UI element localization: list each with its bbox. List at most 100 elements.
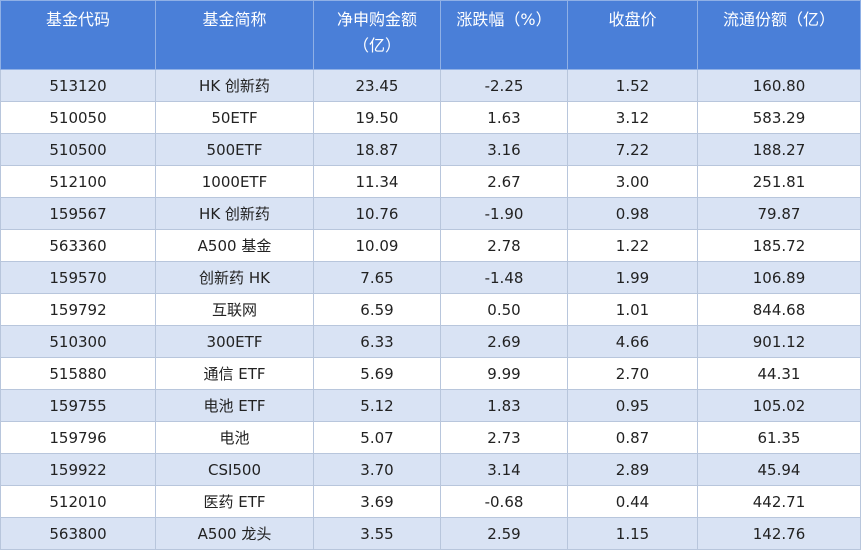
- table-cell: 188.27: [697, 133, 861, 166]
- table-row: 563360 A500 基金 10.09 2.78 1.22 185.72: [0, 229, 861, 262]
- table-cell: A500 龙头: [155, 517, 314, 550]
- table-cell: 4.66: [567, 325, 698, 358]
- table-cell: 2.70: [567, 357, 698, 390]
- table-cell: 2.69: [440, 325, 568, 358]
- table-cell: 159922: [0, 453, 156, 486]
- table-row: 513120 HK 创新药 23.45 -2.25 1.52 160.80: [0, 69, 861, 102]
- table-cell: 2.73: [440, 421, 568, 454]
- table-cell: 6.33: [313, 325, 441, 358]
- table-cell: 510050: [0, 101, 156, 134]
- table-cell: 医药 ETF: [155, 485, 314, 518]
- table-cell: 0.98: [567, 197, 698, 230]
- table-cell: 160.80: [697, 69, 861, 102]
- table-cell: 44.31: [697, 357, 861, 390]
- table-cell: 0.44: [567, 485, 698, 518]
- table-cell: 442.71: [697, 485, 861, 518]
- table-row: 159922 CSI500 3.70 3.14 2.89 45.94: [0, 453, 861, 486]
- table-cell: 11.34: [313, 165, 441, 198]
- table-cell: 创新药 HK: [155, 261, 314, 294]
- table-cell: 513120: [0, 69, 156, 102]
- table-cell: 50ETF: [155, 101, 314, 134]
- table-row: 510300 300ETF 6.33 2.69 4.66 901.12: [0, 325, 861, 358]
- table-cell: -1.90: [440, 197, 568, 230]
- table-cell: 10.76: [313, 197, 441, 230]
- table-cell: 563800: [0, 517, 156, 550]
- table-cell: 510500: [0, 133, 156, 166]
- table-cell: 10.09: [313, 229, 441, 262]
- table-cell: 互联网: [155, 293, 314, 326]
- table-cell: 电池: [155, 421, 314, 454]
- table-cell: 1.63: [440, 101, 568, 134]
- table-cell: 185.72: [697, 229, 861, 262]
- table-cell: 45.94: [697, 453, 861, 486]
- table-cell: 142.76: [697, 517, 861, 550]
- table-cell: 515880: [0, 357, 156, 390]
- table-cell: 1.22: [567, 229, 698, 262]
- table-cell: 18.87: [313, 133, 441, 166]
- table-cell: 5.12: [313, 389, 441, 422]
- table-cell: 3.00: [567, 165, 698, 198]
- table-cell: 2.78: [440, 229, 568, 262]
- table-row: 159567 HK 创新药 10.76 -1.90 0.98 79.87: [0, 197, 861, 230]
- table-cell: 23.45: [313, 69, 441, 102]
- table-cell: 3.70: [313, 453, 441, 486]
- table-cell: 159570: [0, 261, 156, 294]
- header-cell: 基金代码: [0, 0, 156, 70]
- table-cell: HK 创新药: [155, 197, 314, 230]
- table-row: 510050 50ETF 19.50 1.63 3.12 583.29: [0, 101, 861, 134]
- table-cell: 79.87: [697, 197, 861, 230]
- header-cell: 涨跌幅（%）: [440, 0, 568, 70]
- table-cell: 5.07: [313, 421, 441, 454]
- table-cell: 通信 ETF: [155, 357, 314, 390]
- table-cell: 512010: [0, 485, 156, 518]
- table-cell: 3.69: [313, 485, 441, 518]
- table-cell: 844.68: [697, 293, 861, 326]
- table-cell: HK 创新药: [155, 69, 314, 102]
- table-cell: 901.12: [697, 325, 861, 358]
- header-cell: 净申购金额（亿）: [313, 0, 441, 70]
- table-cell: 3.14: [440, 453, 568, 486]
- table-cell: 563360: [0, 229, 156, 262]
- table-cell: -2.25: [440, 69, 568, 102]
- table-row: 512100 1000ETF 11.34 2.67 3.00 251.81: [0, 165, 861, 198]
- table-cell: 2.89: [567, 453, 698, 486]
- table-body: 513120 HK 创新药 23.45 -2.25 1.52 160.80 510050 50…: [0, 69, 861, 550]
- table-cell: 500ETF: [155, 133, 314, 166]
- table-cell: 7.22: [567, 133, 698, 166]
- header-row: 基金代码 基金简称 净申购金额（亿） 涨跌幅（%） 收盘价 流通份额（亿）: [0, 0, 861, 70]
- table-cell: 2.59: [440, 517, 568, 550]
- table-cell: 6.59: [313, 293, 441, 326]
- table-row: 512010 医药 ETF 3.69 -0.68 0.44 442.71: [0, 485, 861, 518]
- table-cell: -1.48: [440, 261, 568, 294]
- table-row: 563800 A500 龙头 3.55 2.59 1.15 142.76: [0, 517, 861, 550]
- table-cell: 3.55: [313, 517, 441, 550]
- table-cell: 105.02: [697, 389, 861, 422]
- table-cell: 5.69: [313, 357, 441, 390]
- table-cell: CSI500: [155, 453, 314, 486]
- table-cell: 3.16: [440, 133, 568, 166]
- table-cell: 2.67: [440, 165, 568, 198]
- table-cell: 1.15: [567, 517, 698, 550]
- header-cell: 流通份额（亿）: [697, 0, 861, 70]
- table-cell: 251.81: [697, 165, 861, 198]
- table-cell: 512100: [0, 165, 156, 198]
- table-row: 159570 创新药 HK 7.65 -1.48 1.99 106.89: [0, 261, 861, 294]
- table-row: 159792 互联网 6.59 0.50 1.01 844.68: [0, 293, 861, 326]
- table-cell: 1.01: [567, 293, 698, 326]
- table-cell: 0.50: [440, 293, 568, 326]
- table-cell: 7.65: [313, 261, 441, 294]
- table-cell: 159567: [0, 197, 156, 230]
- table-cell: 1000ETF: [155, 165, 314, 198]
- table-cell: 3.12: [567, 101, 698, 134]
- table-cell: 159792: [0, 293, 156, 326]
- table-cell: 电池 ETF: [155, 389, 314, 422]
- table-cell: 61.35: [697, 421, 861, 454]
- table-cell: 510300: [0, 325, 156, 358]
- table-cell: 159796: [0, 421, 156, 454]
- header-cell: 收盘价: [567, 0, 698, 70]
- table-row: 159796 电池 5.07 2.73 0.87 61.35: [0, 421, 861, 454]
- table-row: 510500 500ETF 18.87 3.16 7.22 188.27: [0, 133, 861, 166]
- table-cell: 1.52: [567, 69, 698, 102]
